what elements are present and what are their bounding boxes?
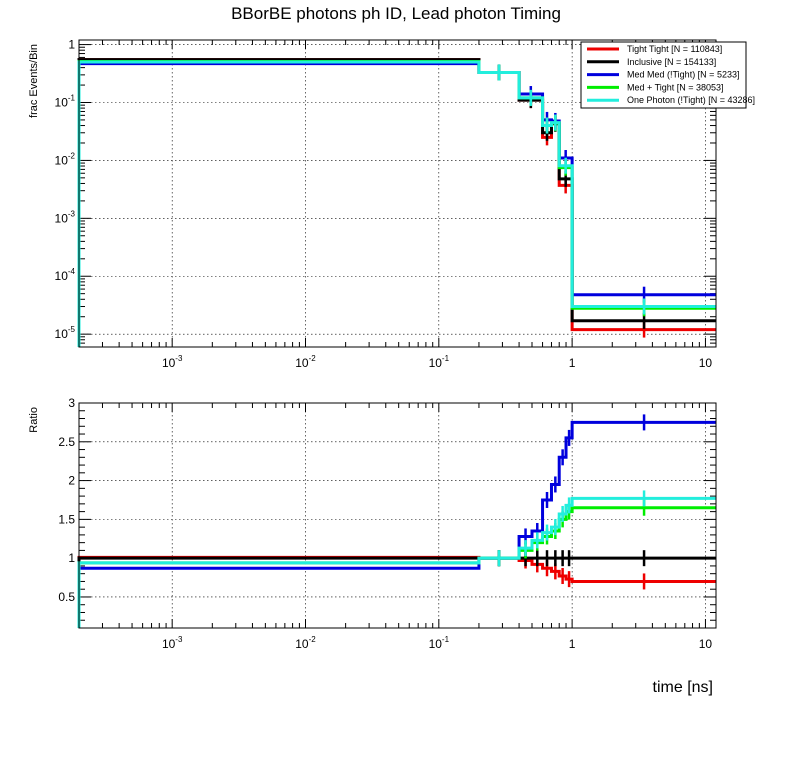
- y-tick-label: 10-5: [55, 325, 76, 341]
- y-tick-label: 2.5: [58, 435, 75, 449]
- legend-entry-label: Tight Tight [N = 110843]: [627, 44, 722, 54]
- x-tick-label: 10-1: [429, 354, 450, 370]
- series-line: [77, 496, 716, 628]
- legend: Tight Tight [N = 110843] Inclusive [N = 1…: [580, 41, 755, 109]
- y-tick-label: 3: [68, 396, 75, 410]
- x-tick-label: 10-3: [162, 354, 183, 370]
- y-axis-title: frac Events/Bin: [28, 44, 40, 118]
- x-tick-label: 1: [569, 356, 576, 370]
- chart-title: BBorBE photons ph ID, Lead photon Timing: [231, 4, 561, 23]
- y-tick-label: 10-1: [55, 93, 76, 109]
- plot-panel-1: 10-3 10-2 10-1 1 10 1 10-1 10-2 10-3 10-4 10-5 frac…: [28, 38, 755, 370]
- x-tick-label: 10: [699, 356, 713, 370]
- legend-entry-label: Med + Tight [N = 38053]: [627, 82, 724, 92]
- y-tick-label: 10-3: [55, 209, 76, 225]
- y-tick-label: 1: [68, 551, 75, 565]
- x-tick-label: 1: [569, 637, 576, 651]
- legend-entry-label: Med Med (!Tight) [N = 5233]: [627, 70, 739, 80]
- y-tick-label: 1: [68, 38, 75, 52]
- x-tick-label: 10: [699, 637, 713, 651]
- legend-entry-label: One Photon (!Tight) [N = 43286]: [627, 95, 755, 105]
- y-tick-label: 1.5: [58, 512, 75, 526]
- x-tick-label: 10-1: [429, 635, 450, 651]
- y-tick-label: 2: [68, 474, 75, 488]
- x-axis-title: time [ns]: [653, 679, 713, 696]
- y-tick-label: 10-4: [55, 267, 76, 283]
- plot-frame: [78, 39, 717, 348]
- plot-panel-2: 10-3 10-2 10-1 1 10 0.5 1 1.5 2 2.5 3 Ratio: [28, 396, 717, 651]
- series-line: [77, 60, 716, 347]
- y-tick-label: 0.5: [58, 590, 75, 604]
- y-tick-label: 10-2: [55, 151, 76, 167]
- x-tick-label: 10-3: [162, 635, 183, 651]
- y-axis-title: Ratio: [28, 407, 40, 433]
- x-tick-label: 10-2: [295, 354, 316, 370]
- x-tick-label: 10-2: [295, 635, 316, 651]
- legend-entry-label: Inclusive [N = 154133]: [627, 57, 716, 67]
- plot-frame: [78, 402, 717, 629]
